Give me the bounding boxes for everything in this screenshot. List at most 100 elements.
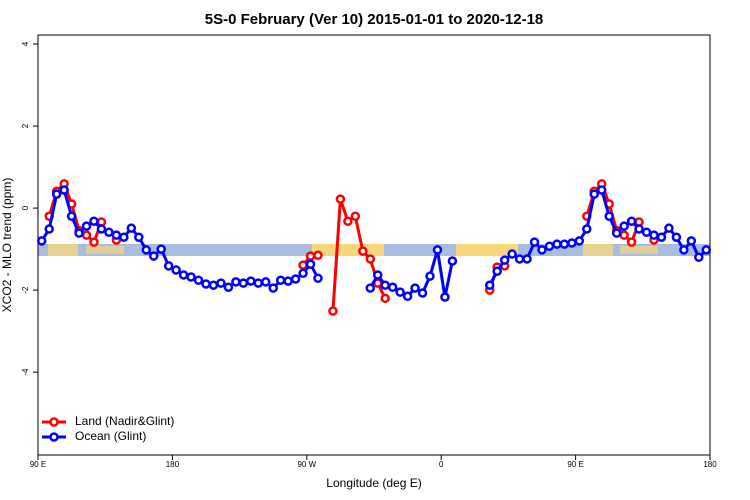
point (552, 239, 562, 249)
point (701, 245, 712, 255)
point (611, 228, 622, 238)
land-band (48, 244, 78, 256)
x-axis-label: Longitude (deg E) (326, 476, 421, 490)
point (343, 216, 353, 226)
point (626, 237, 637, 247)
point (350, 211, 361, 222)
point (694, 252, 704, 263)
series-line (40, 187, 708, 299)
point (81, 230, 92, 240)
point (253, 278, 264, 288)
point (372, 270, 383, 280)
point (163, 261, 174, 271)
point (111, 230, 122, 240)
point (141, 245, 152, 255)
chart-title: 5S-0 February (Ver 10) 2015-01-01 to 202… (205, 11, 544, 28)
point (514, 254, 525, 264)
point (432, 245, 443, 255)
point (201, 279, 211, 289)
land-band (620, 246, 658, 254)
point (178, 270, 189, 280)
point (81, 221, 92, 231)
point (328, 306, 338, 316)
point (365, 254, 376, 264)
point (634, 224, 644, 234)
point (66, 211, 77, 222)
x-tick-label: 90 W (297, 460, 316, 469)
point (604, 211, 614, 222)
point (559, 239, 570, 249)
point (193, 275, 204, 286)
point (51, 189, 62, 199)
point (59, 185, 69, 195)
surface-band (38, 244, 710, 256)
point (44, 224, 54, 234)
point (171, 265, 181, 275)
point (290, 274, 301, 284)
point (89, 237, 99, 247)
point (619, 230, 629, 240)
point (567, 238, 577, 248)
x-tick-label: 180 (166, 460, 180, 469)
point (238, 278, 249, 288)
point (499, 255, 510, 265)
point (36, 236, 47, 246)
point (231, 277, 241, 287)
land-band (86, 246, 124, 254)
plot-box (37, 34, 711, 456)
point (298, 268, 308, 279)
y-tick-label: 0 (21, 205, 30, 210)
point (380, 280, 390, 290)
point (574, 236, 585, 246)
x-tick-label: 180 (703, 460, 717, 469)
y-tick-label: 2 (21, 123, 30, 128)
point (96, 224, 107, 234)
point (156, 244, 166, 254)
point (126, 223, 137, 233)
point (104, 227, 114, 238)
legend-label: Ocean (Glint) (75, 429, 146, 443)
point (544, 241, 555, 251)
point (260, 277, 271, 287)
x-tick-label: 90 E (30, 460, 46, 469)
point (410, 283, 420, 293)
point (74, 228, 84, 238)
point (395, 287, 405, 297)
point (119, 232, 129, 242)
point (522, 254, 532, 264)
point (649, 230, 659, 240)
legend-marker (49, 417, 59, 427)
point (313, 273, 323, 283)
y-tick-label: 4 (21, 41, 30, 46)
point (365, 283, 376, 293)
point (664, 223, 674, 233)
point (305, 259, 316, 270)
point (656, 232, 667, 242)
point (335, 194, 346, 204)
point (492, 266, 502, 276)
point (679, 245, 689, 255)
point (626, 216, 637, 226)
point (619, 221, 629, 231)
legend-marker (49, 432, 59, 442)
point (283, 276, 293, 286)
point (246, 276, 256, 286)
legend-label: Land (Nadir&Glint) (75, 414, 174, 428)
point (358, 246, 368, 256)
y-axis-label: XCO2 - MLO trend (ppm) (0, 178, 14, 313)
land-band (456, 244, 518, 256)
y-tick-label: -2 (21, 286, 30, 294)
x-tick-label: 90 E (567, 460, 583, 469)
point (268, 283, 278, 293)
point (440, 292, 450, 302)
point (484, 280, 495, 290)
point (216, 278, 226, 288)
point (186, 272, 196, 282)
x-tick-label: 0 (439, 460, 444, 469)
point (275, 275, 286, 286)
point (380, 293, 390, 304)
point (208, 280, 219, 290)
point (671, 232, 682, 242)
point (313, 250, 323, 261)
point (134, 232, 144, 242)
